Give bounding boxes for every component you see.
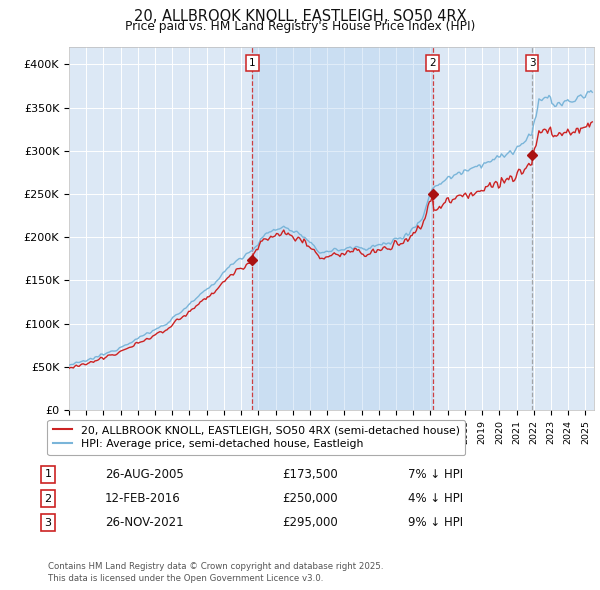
- Legend: 20, ALLBROOK KNOLL, EASTLEIGH, SO50 4RX (semi-detached house), HPI: Average pric: 20, ALLBROOK KNOLL, EASTLEIGH, SO50 4RX …: [47, 419, 466, 455]
- Text: 26-NOV-2021: 26-NOV-2021: [105, 516, 184, 529]
- Text: Contains HM Land Registry data © Crown copyright and database right 2025.
This d: Contains HM Land Registry data © Crown c…: [48, 562, 383, 583]
- Text: 3: 3: [44, 518, 52, 527]
- Text: 26-AUG-2005: 26-AUG-2005: [105, 468, 184, 481]
- Text: 2: 2: [429, 58, 436, 68]
- Text: 4% ↓ HPI: 4% ↓ HPI: [408, 492, 463, 505]
- Text: 3: 3: [529, 58, 535, 68]
- Bar: [253, 47, 433, 410]
- Text: 1: 1: [44, 470, 52, 479]
- Text: 20, ALLBROOK KNOLL, EASTLEIGH, SO50 4RX: 20, ALLBROOK KNOLL, EASTLEIGH, SO50 4RX: [134, 9, 466, 24]
- Text: £250,000: £250,000: [282, 492, 338, 505]
- Text: 12-FEB-2016: 12-FEB-2016: [105, 492, 181, 505]
- Text: Price paid vs. HM Land Registry's House Price Index (HPI): Price paid vs. HM Land Registry's House …: [125, 20, 475, 33]
- Text: £295,000: £295,000: [282, 516, 338, 529]
- Text: 9% ↓ HPI: 9% ↓ HPI: [408, 516, 463, 529]
- Text: £173,500: £173,500: [282, 468, 338, 481]
- Text: 1: 1: [249, 58, 256, 68]
- Text: 2: 2: [44, 494, 52, 503]
- Text: 7% ↓ HPI: 7% ↓ HPI: [408, 468, 463, 481]
